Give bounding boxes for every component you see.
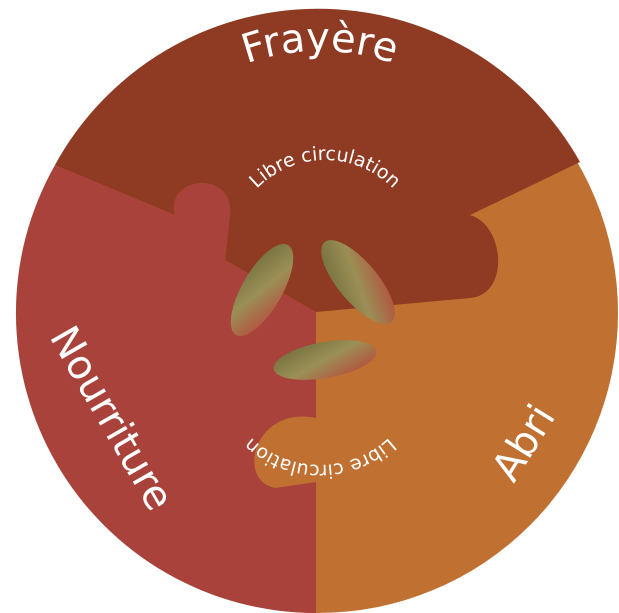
diagram: Frayère Nourriture Abri Libre circulatio… — [0, 0, 619, 613]
